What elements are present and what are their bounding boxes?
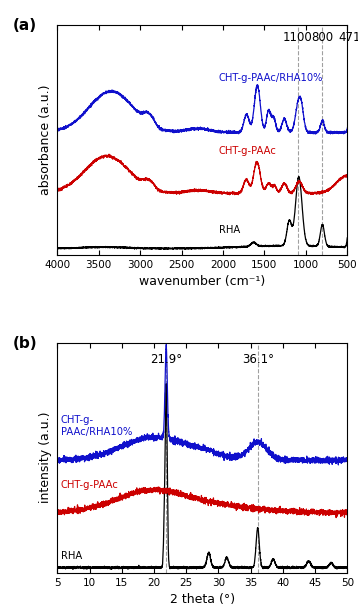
Text: CHT-g-PAAc: CHT-g-PAAc bbox=[61, 480, 118, 490]
Text: 471: 471 bbox=[338, 31, 358, 44]
Text: 800: 800 bbox=[311, 31, 333, 44]
Text: CHT-g-
PAAc/RHA10%: CHT-g- PAAc/RHA10% bbox=[61, 415, 132, 437]
Text: 1100: 1100 bbox=[283, 31, 313, 44]
Text: (b): (b) bbox=[12, 336, 37, 351]
Y-axis label: absorbance (a.u.): absorbance (a.u.) bbox=[39, 84, 52, 195]
Text: RHA: RHA bbox=[61, 551, 82, 561]
Text: 21.9°: 21.9° bbox=[150, 354, 182, 367]
Text: RHA: RHA bbox=[219, 225, 240, 235]
Text: CHT-g-PAAc: CHT-g-PAAc bbox=[219, 146, 277, 156]
Text: 36.1°: 36.1° bbox=[242, 354, 274, 367]
X-axis label: 2 theta (°): 2 theta (°) bbox=[170, 593, 235, 606]
X-axis label: wavenumber (cm⁻¹): wavenumber (cm⁻¹) bbox=[139, 275, 265, 288]
Y-axis label: intensity (a.u.): intensity (a.u.) bbox=[39, 412, 52, 503]
Text: CHT-g-PAAc/RHA10%: CHT-g-PAAc/RHA10% bbox=[219, 73, 323, 84]
Text: (a): (a) bbox=[12, 18, 37, 33]
